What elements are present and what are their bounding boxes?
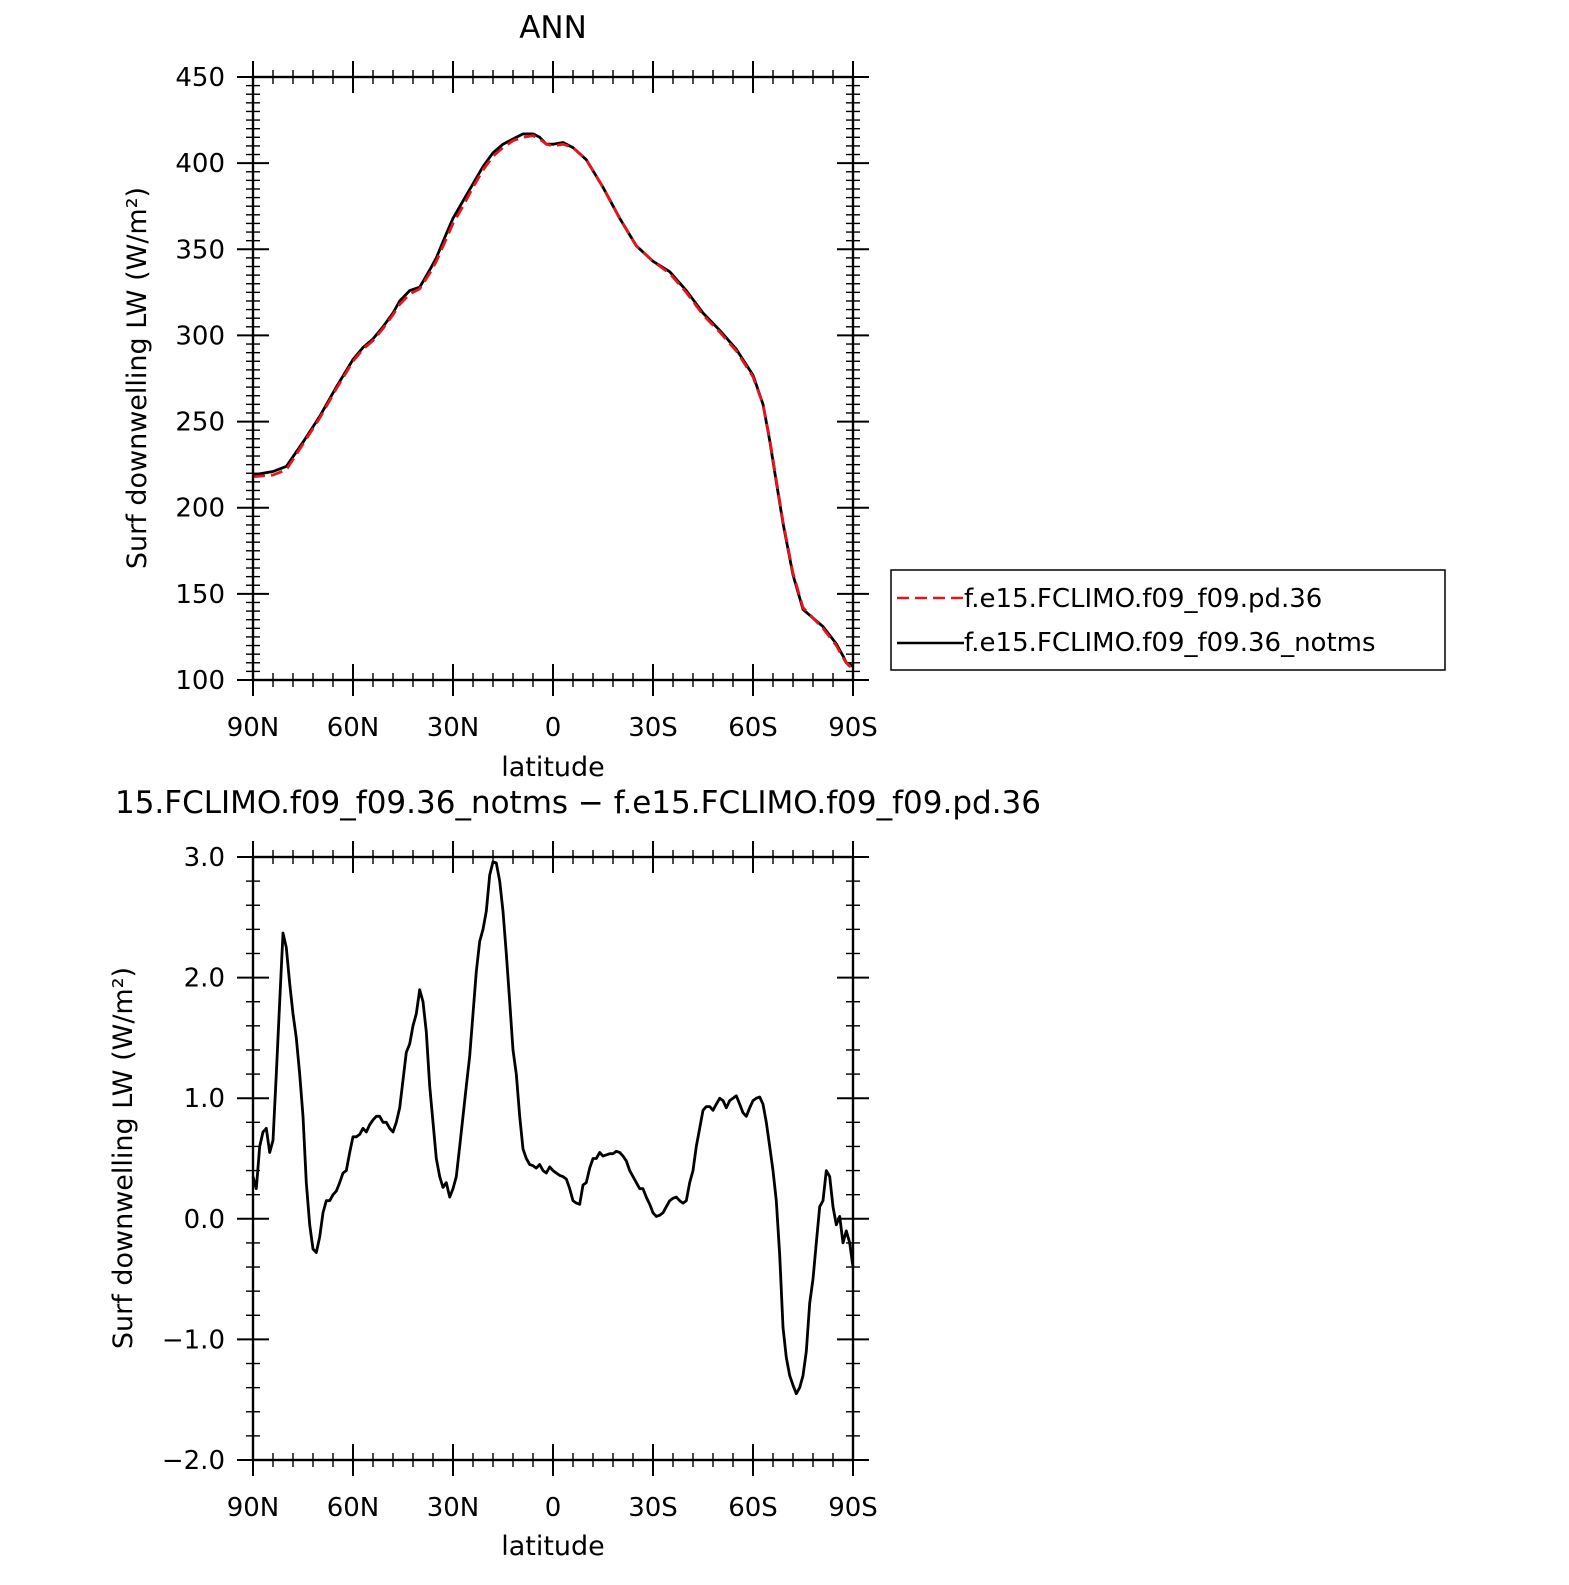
upper-plot-frame bbox=[251, 75, 855, 682]
x-tick-label: 0 bbox=[545, 1493, 562, 1523]
upper-x-axis-label: latitude bbox=[501, 752, 605, 783]
x-tick-label: 90N bbox=[227, 1493, 280, 1523]
y-tick-label: 300 bbox=[175, 321, 225, 351]
x-tick-label: 60N bbox=[327, 713, 380, 743]
x-tick-label: 30S bbox=[628, 713, 678, 743]
lower-ticks bbox=[237, 841, 869, 1476]
legend-label-pd36: f.e15.FCLIMO.f09_f09.pd.36 bbox=[964, 584, 1322, 614]
lower-plot-title: 15.FCLIMO.f09_f09.36_notms − f.e15.FCLIM… bbox=[115, 785, 1041, 821]
upper-y-axis-label: Surf downwelling LW (W/m²) bbox=[122, 187, 153, 569]
lower-x-tick-labels: 90N 60N 30N 0 30S 60S 90S bbox=[227, 1493, 878, 1523]
legend: f.e15.FCLIMO.f09_f09.pd.36 f.e15.FCLIMO.… bbox=[890, 569, 1446, 671]
lower-series bbox=[251, 860, 855, 1396]
y-tick-label: 400 bbox=[175, 149, 225, 179]
lower-x-axis-label: latitude bbox=[501, 1531, 605, 1562]
lower-panel: 15.FCLIMO.f09_f09.36_notms − f.e15.FCLIM… bbox=[108, 785, 1041, 1562]
lower-series-line-0 bbox=[251, 860, 855, 1396]
x-tick-label: 30S bbox=[628, 1493, 678, 1523]
x-tick-label: 60S bbox=[728, 713, 778, 743]
y-tick-label: 0.0 bbox=[184, 1205, 225, 1235]
upper-series bbox=[252, 132, 854, 670]
x-tick-label: 30N bbox=[427, 713, 480, 743]
upper-series-line-1 bbox=[252, 132, 854, 668]
y-tick-label: 350 bbox=[175, 235, 225, 265]
x-tick-label: 30N bbox=[427, 1493, 480, 1523]
y-tick-label: 450 bbox=[175, 63, 225, 93]
y-tick-label: 250 bbox=[175, 408, 225, 438]
x-tick-label: 0 bbox=[545, 713, 562, 743]
y-tick-label: 3.0 bbox=[184, 843, 225, 873]
upper-panel: ANN 90N 60N 30N 0 30S 60S 90S 100 150 200 250 300 3… bbox=[122, 10, 878, 783]
x-tick-label: 60S bbox=[728, 1493, 778, 1523]
lower-y-tick-labels: −2.0 −1.0 0.0 1.0 2.0 3.0 bbox=[162, 843, 225, 1476]
lower-plot-frame bbox=[251, 855, 855, 1462]
legend-label-notms: f.e15.FCLIMO.f09_f09.36_notms bbox=[964, 628, 1376, 658]
legend-box bbox=[890, 569, 1446, 671]
y-tick-label: 100 bbox=[175, 666, 225, 696]
upper-ticks bbox=[237, 61, 869, 696]
x-tick-label: 90N bbox=[227, 713, 280, 743]
y-tick-label: −2.0 bbox=[162, 1446, 225, 1476]
y-tick-label: 2.0 bbox=[184, 964, 225, 994]
y-tick-label: 1.0 bbox=[184, 1084, 225, 1114]
y-tick-label: 200 bbox=[175, 494, 225, 524]
y-tick-label: 150 bbox=[175, 580, 225, 610]
x-tick-label: 90S bbox=[828, 713, 878, 743]
x-tick-label: 60N bbox=[327, 1493, 380, 1523]
x-tick-label: 90S bbox=[828, 1493, 878, 1523]
y-tick-label: −1.0 bbox=[162, 1325, 225, 1355]
upper-series-line-0 bbox=[252, 134, 854, 670]
upper-y-tick-labels: 100 150 200 250 300 350 400 450 bbox=[175, 63, 225, 696]
upper-x-tick-labels: 90N 60N 30N 0 30S 60S 90S bbox=[227, 713, 878, 743]
lower-y-axis-label: Surf downwelling LW (W/m²) bbox=[108, 967, 139, 1349]
upper-plot-title: ANN bbox=[519, 10, 587, 46]
